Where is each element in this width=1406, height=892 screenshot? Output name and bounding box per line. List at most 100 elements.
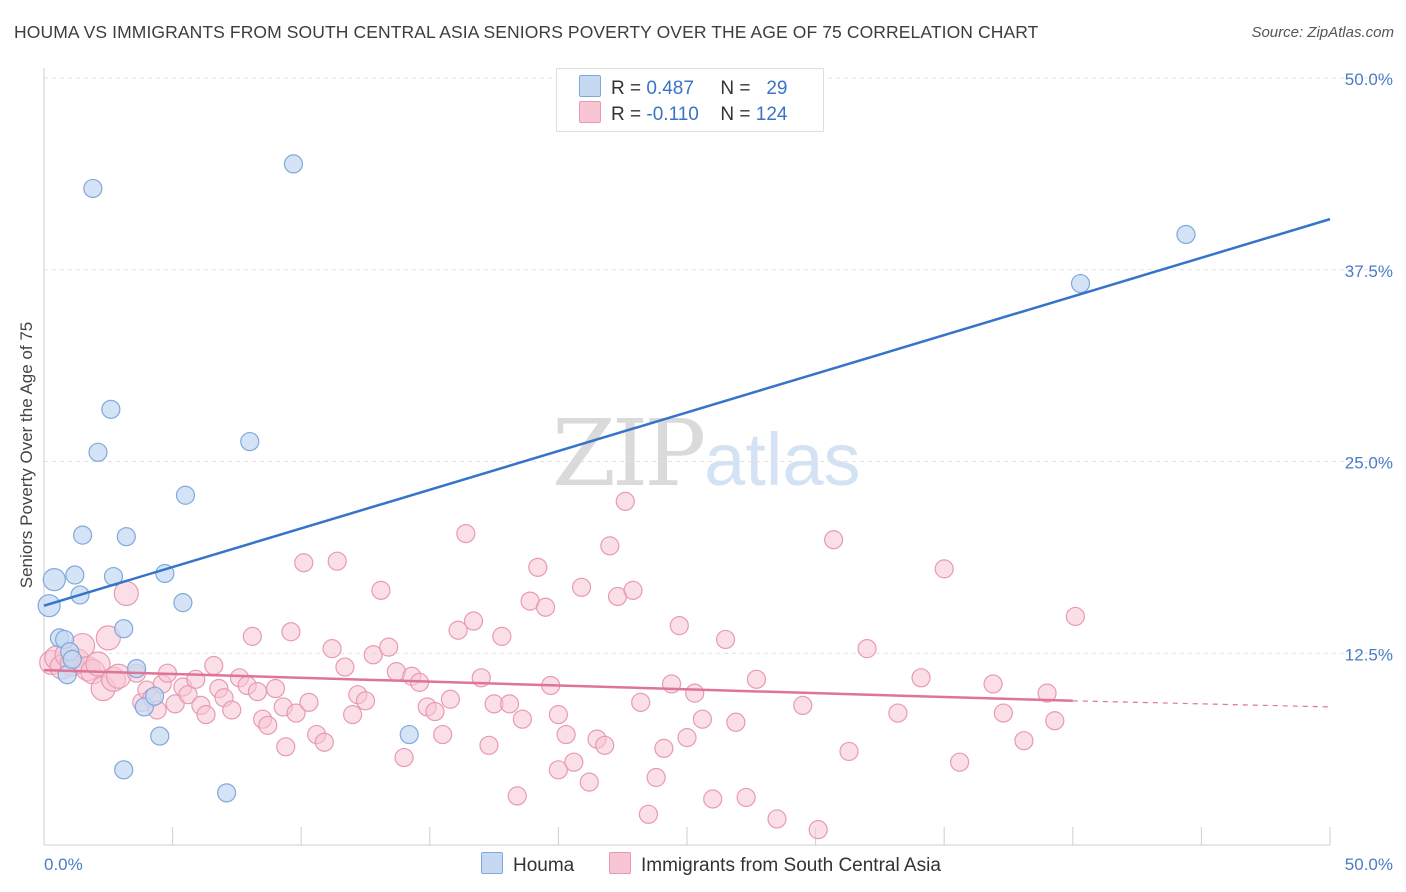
houma-n-label: N = bbox=[720, 78, 751, 99]
houma-n-value: 29 bbox=[766, 78, 788, 99]
immigrants-point bbox=[1045, 711, 1065, 731]
x-tick-label-min: 0.0% bbox=[44, 855, 83, 874]
immigrants-point bbox=[314, 732, 334, 752]
immigrants-point bbox=[579, 772, 599, 792]
immigrants-point bbox=[911, 668, 931, 688]
immigrants-point bbox=[793, 695, 813, 716]
immigrants-point bbox=[425, 701, 445, 722]
immigrants-point bbox=[703, 789, 723, 809]
immigrants-n-label: N = bbox=[720, 104, 751, 125]
immigrants-point bbox=[394, 747, 414, 768]
immigrants-point bbox=[950, 752, 970, 772]
immigrants-point bbox=[95, 625, 121, 651]
legend-item-immigrants[interactable]: Immigrants from South Central Asia bbox=[609, 852, 941, 876]
houma-point bbox=[240, 431, 260, 452]
houma-r-label: R = bbox=[611, 78, 642, 99]
immigrants-point bbox=[294, 553, 314, 573]
tick-labels: 12.5% 25.0% 37.5% 50.0% 0.0% 50.0% bbox=[44, 70, 1393, 874]
immigrants-point bbox=[258, 715, 278, 735]
immigrants-r-label: R = bbox=[611, 104, 642, 125]
immigrants-point bbox=[242, 626, 262, 646]
watermark-atlas: atlas bbox=[704, 418, 861, 501]
houma-point bbox=[65, 565, 85, 585]
houma-point bbox=[42, 568, 66, 592]
houma-point bbox=[37, 594, 61, 618]
immigrants-point bbox=[993, 703, 1013, 723]
immigrants-point bbox=[556, 724, 576, 745]
immigrants-point bbox=[1037, 683, 1057, 703]
immigrants-point bbox=[335, 657, 355, 677]
immigrants-point bbox=[286, 703, 306, 723]
houma-point bbox=[175, 485, 196, 505]
houma-point bbox=[114, 619, 134, 639]
immigrants-point bbox=[654, 738, 674, 758]
immigrants-point bbox=[247, 681, 268, 702]
houma-point bbox=[114, 760, 134, 780]
immigrants-point bbox=[343, 705, 363, 725]
houma-point bbox=[116, 527, 136, 547]
stats-row-houma: R = 0.487 N = 29 bbox=[579, 75, 787, 101]
immigrants-point bbox=[204, 655, 224, 676]
immigrants-point bbox=[646, 767, 666, 788]
immigrants-point bbox=[767, 809, 787, 829]
immigrants-point bbox=[685, 683, 705, 703]
immigrants-point bbox=[379, 637, 399, 657]
immigrants-point bbox=[85, 651, 111, 677]
immigrants-point bbox=[196, 705, 216, 725]
immigrants-point bbox=[736, 787, 756, 808]
houma-point bbox=[399, 724, 419, 745]
immigrants-point bbox=[265, 678, 286, 699]
immigrants-point bbox=[857, 639, 877, 659]
immigrants-point bbox=[456, 523, 476, 544]
stats-legend-box: R = 0.487 N = 29 R = -0.110 N = 124 bbox=[556, 68, 824, 132]
immigrants-r-value: -0.110 bbox=[646, 104, 699, 125]
houma-point bbox=[88, 442, 108, 462]
immigrants-point bbox=[322, 639, 342, 659]
immigrants-point bbox=[355, 691, 376, 711]
immigrants-point bbox=[623, 580, 643, 600]
immigrants-point bbox=[440, 689, 460, 709]
chart-title: HOUMA VS IMMIGRANTS FROM SOUTH CENTRAL A… bbox=[14, 22, 1039, 42]
immigrants-point bbox=[105, 663, 132, 689]
immigrants-point bbox=[824, 530, 844, 550]
immigrants-point bbox=[571, 577, 592, 597]
immigrants-point bbox=[492, 626, 512, 646]
immigrants-point bbox=[276, 737, 296, 757]
immigrants-point bbox=[371, 580, 391, 600]
immigrants-point bbox=[281, 622, 301, 642]
immigrants-point bbox=[507, 786, 527, 806]
immigrants-point bbox=[186, 669, 206, 689]
series-houma-points bbox=[37, 154, 1196, 803]
y-tick-label: 25.0% bbox=[1345, 454, 1393, 473]
immigrants-point bbox=[746, 669, 767, 689]
y-axis-title: Seniors Poverty Over the Age of 75 bbox=[17, 322, 36, 588]
immigrants-trend-extension bbox=[1072, 700, 1331, 708]
immigrants-point bbox=[363, 645, 383, 665]
legend-item-houma[interactable]: Houma bbox=[481, 852, 574, 876]
watermark-zip: ZIP bbox=[552, 400, 706, 507]
immigrants-point bbox=[463, 611, 484, 631]
immigrants-point bbox=[934, 559, 954, 579]
immigrants-point bbox=[615, 491, 635, 511]
immigrants-point bbox=[631, 692, 651, 712]
immigrants-point bbox=[726, 712, 746, 732]
stats-row-immigrants: R = -0.110 N = 124 bbox=[579, 101, 787, 127]
houma-point bbox=[126, 658, 147, 679]
legend-immigrants-label: Immigrants from South Central Asia bbox=[641, 855, 941, 876]
immigrants-point bbox=[677, 728, 697, 748]
houma-point bbox=[283, 154, 304, 174]
immigrants-point bbox=[1014, 731, 1034, 751]
immigrants-point bbox=[512, 709, 532, 729]
houma-swatch bbox=[579, 75, 601, 97]
immigrants-point bbox=[327, 551, 347, 571]
houma-point bbox=[144, 686, 165, 706]
immigrants-n-value: 124 bbox=[755, 104, 788, 125]
houma-point bbox=[62, 649, 82, 669]
series-immigrants-points bbox=[39, 491, 1085, 840]
houma-point bbox=[72, 525, 93, 545]
immigrants-point bbox=[595, 735, 615, 755]
houma-point bbox=[1070, 273, 1091, 294]
immigrants-point bbox=[222, 700, 242, 720]
houma-point bbox=[1176, 224, 1196, 245]
